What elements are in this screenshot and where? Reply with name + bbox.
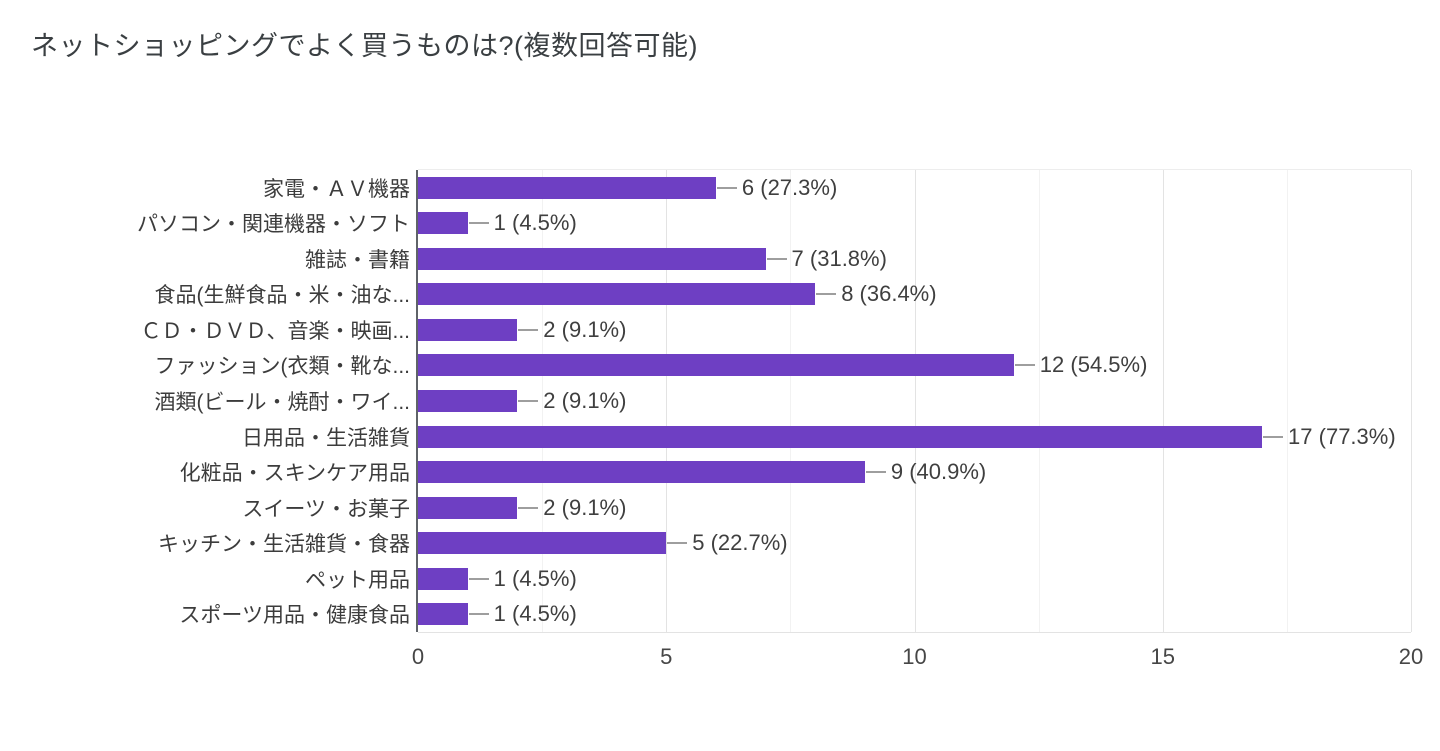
value-label: 2 (9.1%) [543,494,627,520]
bar [418,496,518,519]
plot-top-border [418,169,1411,170]
bar [418,567,468,590]
value-label: 17 (77.3%) [1288,423,1396,449]
category-label: 酒類(ビール・焼酎・ワイ... [154,390,411,414]
callout-line [518,506,539,509]
callout-line [816,293,837,296]
value-label: 7 (31.8%) [791,245,887,271]
category-label: スポーツ用品・健康食品 [179,604,410,628]
x-tick-label: 5 [660,644,673,669]
minor-gridline [542,170,544,632]
y-axis-line [416,170,418,632]
minor-gridline [790,170,792,632]
major-gridline [1162,170,1164,632]
bar [418,283,816,306]
major-gridline [914,170,916,632]
bar [418,390,518,412]
minor-gridline [1038,170,1040,632]
callout-line [518,400,539,402]
bar [418,247,766,270]
value-label: 1 (4.5%) [493,601,577,627]
callout-line [518,328,539,331]
category-label: パソコン・関連機器・ソフト [137,213,410,237]
callout-line [667,542,688,545]
category-label: スイーツ・お菓子 [242,497,410,521]
bar [418,461,865,484]
chart-title: ネットショッピングでよく買うものは?(複数回答可能) [31,31,698,61]
category-label: キッチン・生活雑貨・食器 [158,533,410,557]
value-label: 2 (9.1%) [543,316,627,342]
callout-line [468,222,489,225]
bar [418,603,468,626]
category-label: 雑誌・書籍 [305,248,410,272]
category-label: ペット用品 [305,568,410,592]
category-label: 食品(生鮮食品・米・油な... [154,284,411,308]
bar [418,425,1263,448]
bar [418,176,716,199]
callout-line [1263,435,1284,438]
callout-line [468,613,489,616]
category-label: ＣＤ・ＤＶＤ、音楽・映画... [140,319,410,343]
value-label: 12 (54.5%) [1039,352,1148,378]
bar [418,532,667,555]
bar [418,318,518,341]
category-label: 日用品・生活雑貨 [242,426,410,450]
major-gridline [666,170,668,632]
value-label: 1 (4.5%) [493,565,577,591]
callout-line [716,186,737,189]
bar [418,212,468,235]
callout-line [468,577,489,580]
value-label: 2 (9.1%) [543,387,627,413]
value-label: 1 (4.5%) [493,210,577,236]
callout-line [865,471,886,474]
value-label: 8 (36.4%) [841,281,937,307]
plot-baseline [418,632,1411,633]
value-label: 9 (40.9%) [890,459,987,485]
category-label: 家電・ＡＶ機器 [263,177,410,201]
x-tick-label: 15 [1150,644,1175,669]
x-tick-label: 0 [411,644,425,669]
value-label: 6 (27.3%) [741,174,838,200]
value-label: 5 (22.7%) [692,530,788,556]
minor-gridline [1286,170,1288,632]
x-tick-label: 20 [1398,644,1424,669]
callout-line [766,257,787,260]
x-tick-label: 10 [902,644,927,669]
callout-line [1014,364,1035,367]
major-gridline [1411,170,1412,632]
category-label: 化粧品・スキンケア用品 [179,462,410,486]
bar [418,354,1014,377]
category-label: ファッション(衣類・靴な... [154,355,411,379]
